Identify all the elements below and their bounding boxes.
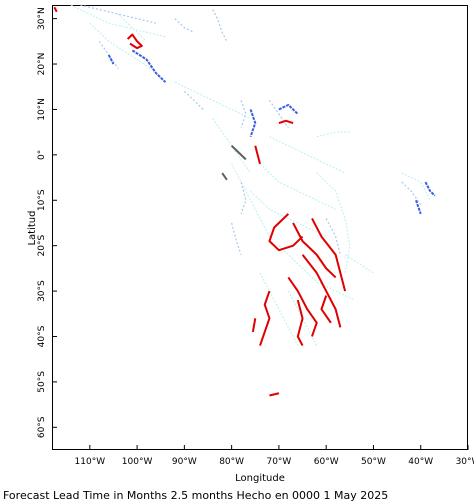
lightblue-forecast-contour xyxy=(240,100,247,128)
cyan-forecast-contour xyxy=(250,190,327,238)
blue-forecast-contour xyxy=(278,103,299,115)
cyan-forecast-contour xyxy=(316,131,350,138)
x-tick-label: 100°W xyxy=(122,457,153,467)
red-forecast-contour xyxy=(320,295,332,324)
forecast-footer-caption: Forecast Lead Time in Months 2.5 months … xyxy=(3,489,389,502)
y-tick-label: 40°S xyxy=(37,325,47,347)
gray-forecast-contour xyxy=(230,145,247,161)
cyan-forecast-contour xyxy=(316,172,351,273)
y-tick-label: 10°N xyxy=(37,98,47,121)
lightblue-forecast-contour xyxy=(212,9,228,42)
lightblue-forecast-contour xyxy=(80,4,157,24)
lightblue-forecast-contour xyxy=(174,18,195,33)
lightblue-forecast-contour xyxy=(231,222,242,255)
y-axis-ticks: 30°N 20°N 10°N 0° 10°S 20°S 30°S 40°S 50°S 60°S xyxy=(37,7,57,438)
lightblue-forecast-contour xyxy=(325,218,341,255)
cyan-forecast-contour xyxy=(269,136,346,174)
red-forecast-contour xyxy=(278,119,294,125)
blue-forecast-contour xyxy=(415,199,422,215)
cyan-forecast-contour xyxy=(344,254,374,274)
blue-forecast-contour xyxy=(131,49,167,83)
blue-forecast-contour xyxy=(424,181,436,197)
cyan-forecast-contour xyxy=(70,4,166,38)
x-tick-label: 30°W xyxy=(456,457,474,467)
cyan-forecast-contour xyxy=(117,13,147,42)
red-forecast-contour xyxy=(292,222,337,279)
cyan-forecast-contour xyxy=(259,272,299,346)
y-tick-label: 30°N xyxy=(37,7,47,30)
x-tick-label: 90°W xyxy=(172,457,197,467)
lightblue-forecast-contour xyxy=(240,181,247,215)
x-axis-ticks: 110°W 100°W 90°W 80°W 70°W 60°W 50°W 40°W 30°W xyxy=(75,445,474,467)
red-forecast-contour xyxy=(296,299,304,347)
red-forecast-contour xyxy=(53,6,58,13)
red-forecast-contour xyxy=(251,318,257,333)
red-forecast-contour xyxy=(287,276,318,337)
gray-forecast-contour xyxy=(221,172,228,181)
x-tick-label: 70°W xyxy=(266,457,291,467)
red-forecast-contour xyxy=(259,290,271,346)
x-tick-label: 60°W xyxy=(314,457,339,467)
red-forecast-contour xyxy=(254,145,261,165)
cyan-forecast-contour xyxy=(259,163,336,210)
x-tick-label: 80°W xyxy=(219,457,244,467)
red-forecast-contour xyxy=(126,33,143,50)
cyan-forecast-contour xyxy=(174,81,251,119)
y-tick-label: 60°S xyxy=(37,416,47,438)
map-plot-area xyxy=(52,5,468,450)
y-tick-label: 20°S xyxy=(37,235,47,257)
y-tick-label: 20°N xyxy=(37,53,47,76)
x-tick-label: 50°W xyxy=(361,457,386,467)
cyan-forecast-contour xyxy=(89,22,152,69)
red-forecast-contour xyxy=(301,254,342,328)
y-tick-label: 0° xyxy=(37,150,47,160)
lightblue-forecast-contour xyxy=(268,100,289,128)
blue-forecast-contour xyxy=(107,54,115,65)
blue-forecast-contour xyxy=(249,109,257,138)
x-tick-label: 40°W xyxy=(408,457,433,467)
y-tick-label: 50°S xyxy=(37,371,47,393)
y-axis-title: Latitud xyxy=(27,210,38,245)
cyan-forecast-contour xyxy=(231,163,270,237)
y-tick-label: 30°S xyxy=(37,280,47,302)
x-axis-title: Longitude xyxy=(235,473,285,484)
y-tick-label: 10°S xyxy=(37,189,47,211)
lightblue-forecast-contour xyxy=(183,90,204,110)
red-forecast-contour xyxy=(311,217,347,292)
red-forecast-contour xyxy=(269,392,280,397)
cyan-forecast-contour xyxy=(401,172,431,201)
x-tick-label: 110°W xyxy=(75,457,106,467)
red-forecast-contour xyxy=(268,213,304,252)
map-features xyxy=(53,4,436,397)
lightblue-forecast-contour xyxy=(401,181,422,206)
